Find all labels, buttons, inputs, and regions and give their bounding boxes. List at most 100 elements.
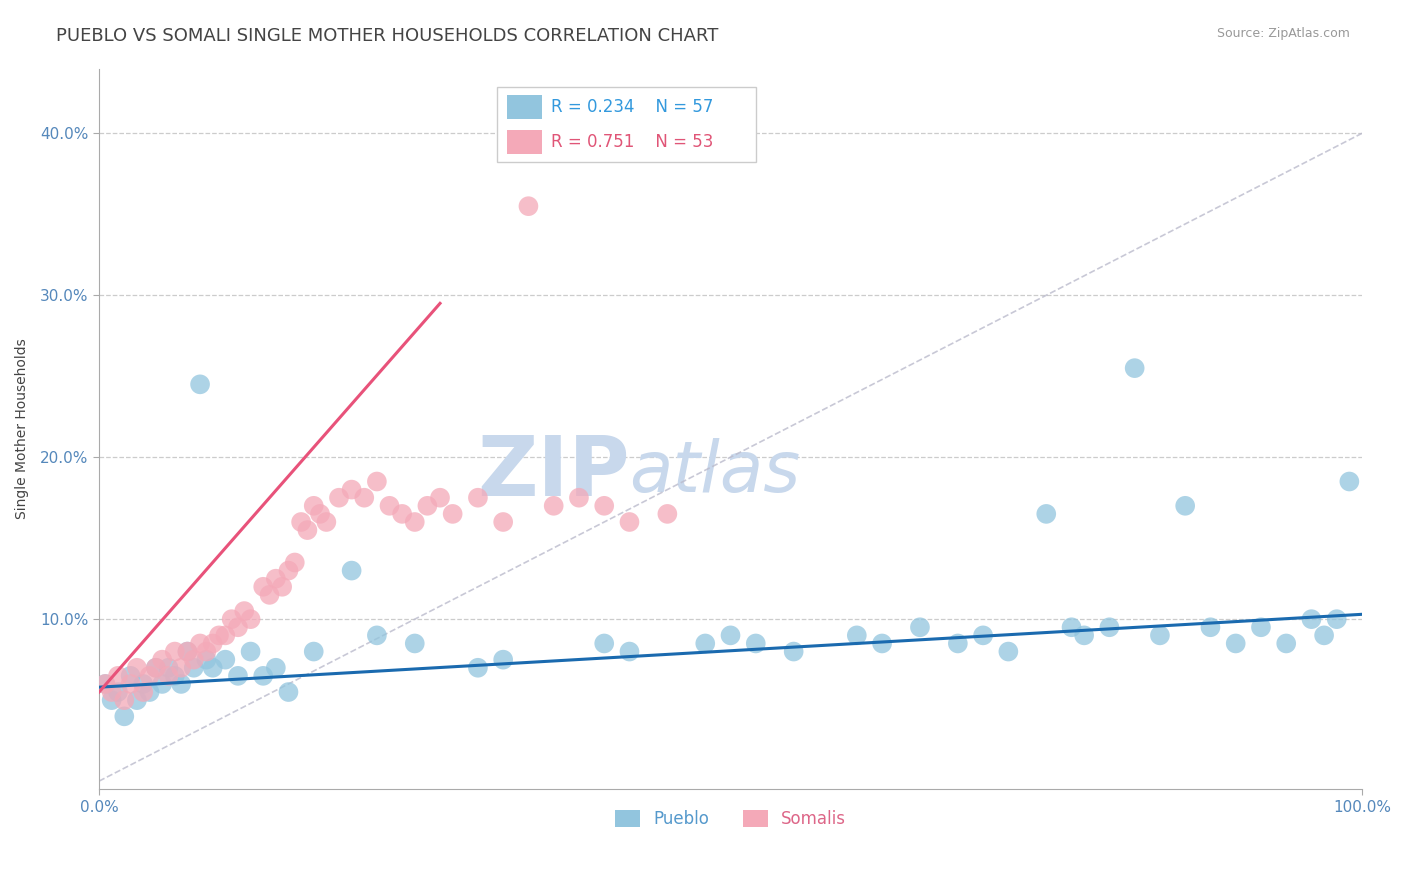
Point [188,377,211,392]
Point [593,636,616,650]
Point [252,580,274,594]
Point [201,636,224,650]
Point [157,661,180,675]
Point [138,685,160,699]
Point [619,644,641,658]
Point [619,515,641,529]
Point [176,644,198,658]
Point [271,580,294,594]
Point [264,572,287,586]
Point [1301,612,1323,626]
Point [1073,628,1095,642]
Point [132,677,155,691]
Point [150,653,173,667]
Point [264,661,287,675]
Point [441,507,464,521]
Point [112,709,135,723]
Point [404,636,426,650]
Text: atlas: atlas [630,438,800,507]
Point [302,499,325,513]
Point [302,644,325,658]
Point [1199,620,1222,634]
Text: R = 0.234    N = 57: R = 0.234 N = 57 [551,98,714,116]
Point [1250,620,1272,634]
Point [1098,620,1121,634]
Point [467,661,489,675]
Point [1339,475,1361,489]
Point [195,644,218,658]
Point [1275,636,1298,650]
Point [467,491,489,505]
Point [416,499,439,513]
Point [568,491,591,505]
Point [201,661,224,675]
Point [720,628,742,642]
Point [1060,620,1083,634]
Point [297,523,319,537]
Point [188,636,211,650]
Point [391,507,413,521]
Point [340,564,363,578]
Point [183,653,205,667]
Point [233,604,256,618]
Bar [508,95,543,119]
Point [195,653,218,667]
Point [366,628,388,642]
Point [94,677,117,691]
Point [328,491,350,505]
Point [157,669,180,683]
Point [145,661,167,675]
Point [277,685,299,699]
Point [593,499,616,513]
Text: Source: ZipAtlas.com: Source: ZipAtlas.com [1216,27,1350,40]
Text: ZIP: ZIP [477,432,630,513]
Point [277,564,299,578]
Point [1035,507,1057,521]
Point [214,653,236,667]
Point [239,612,262,626]
Point [138,669,160,683]
Point [492,515,515,529]
Point [94,677,117,691]
Point [290,515,312,529]
Point [107,685,129,699]
Point [120,677,142,691]
Y-axis label: Single Mother Households: Single Mother Households [15,338,30,519]
Point [946,636,969,650]
Point [997,644,1019,658]
Point [214,628,236,642]
Text: PUEBLO VS SOMALI SINGLE MOTHER HOUSEHOLDS CORRELATION CHART: PUEBLO VS SOMALI SINGLE MOTHER HOUSEHOLD… [56,27,718,45]
Point [100,693,122,707]
Point [100,685,122,699]
Point [543,499,565,513]
Point [353,491,375,505]
Legend: Pueblo, Somalis: Pueblo, Somalis [609,804,852,835]
Point [404,515,426,529]
Point [112,693,135,707]
Point [845,628,868,642]
Point [239,644,262,658]
Point [745,636,768,650]
Point [309,507,332,521]
Point [429,491,451,505]
Point [163,644,186,658]
Point [125,693,148,707]
Point [315,515,337,529]
Point [1225,636,1247,650]
Point [170,677,193,691]
Point [259,588,281,602]
Point [120,669,142,683]
Point [1123,361,1146,376]
Point [107,669,129,683]
Bar [508,129,543,153]
Point [150,677,173,691]
Point [176,644,198,658]
Point [782,644,804,658]
Point [284,556,307,570]
Point [378,499,401,513]
Point [132,685,155,699]
Point [1313,628,1336,642]
FancyBboxPatch shape [496,87,756,162]
Point [1149,628,1171,642]
Point [366,475,388,489]
